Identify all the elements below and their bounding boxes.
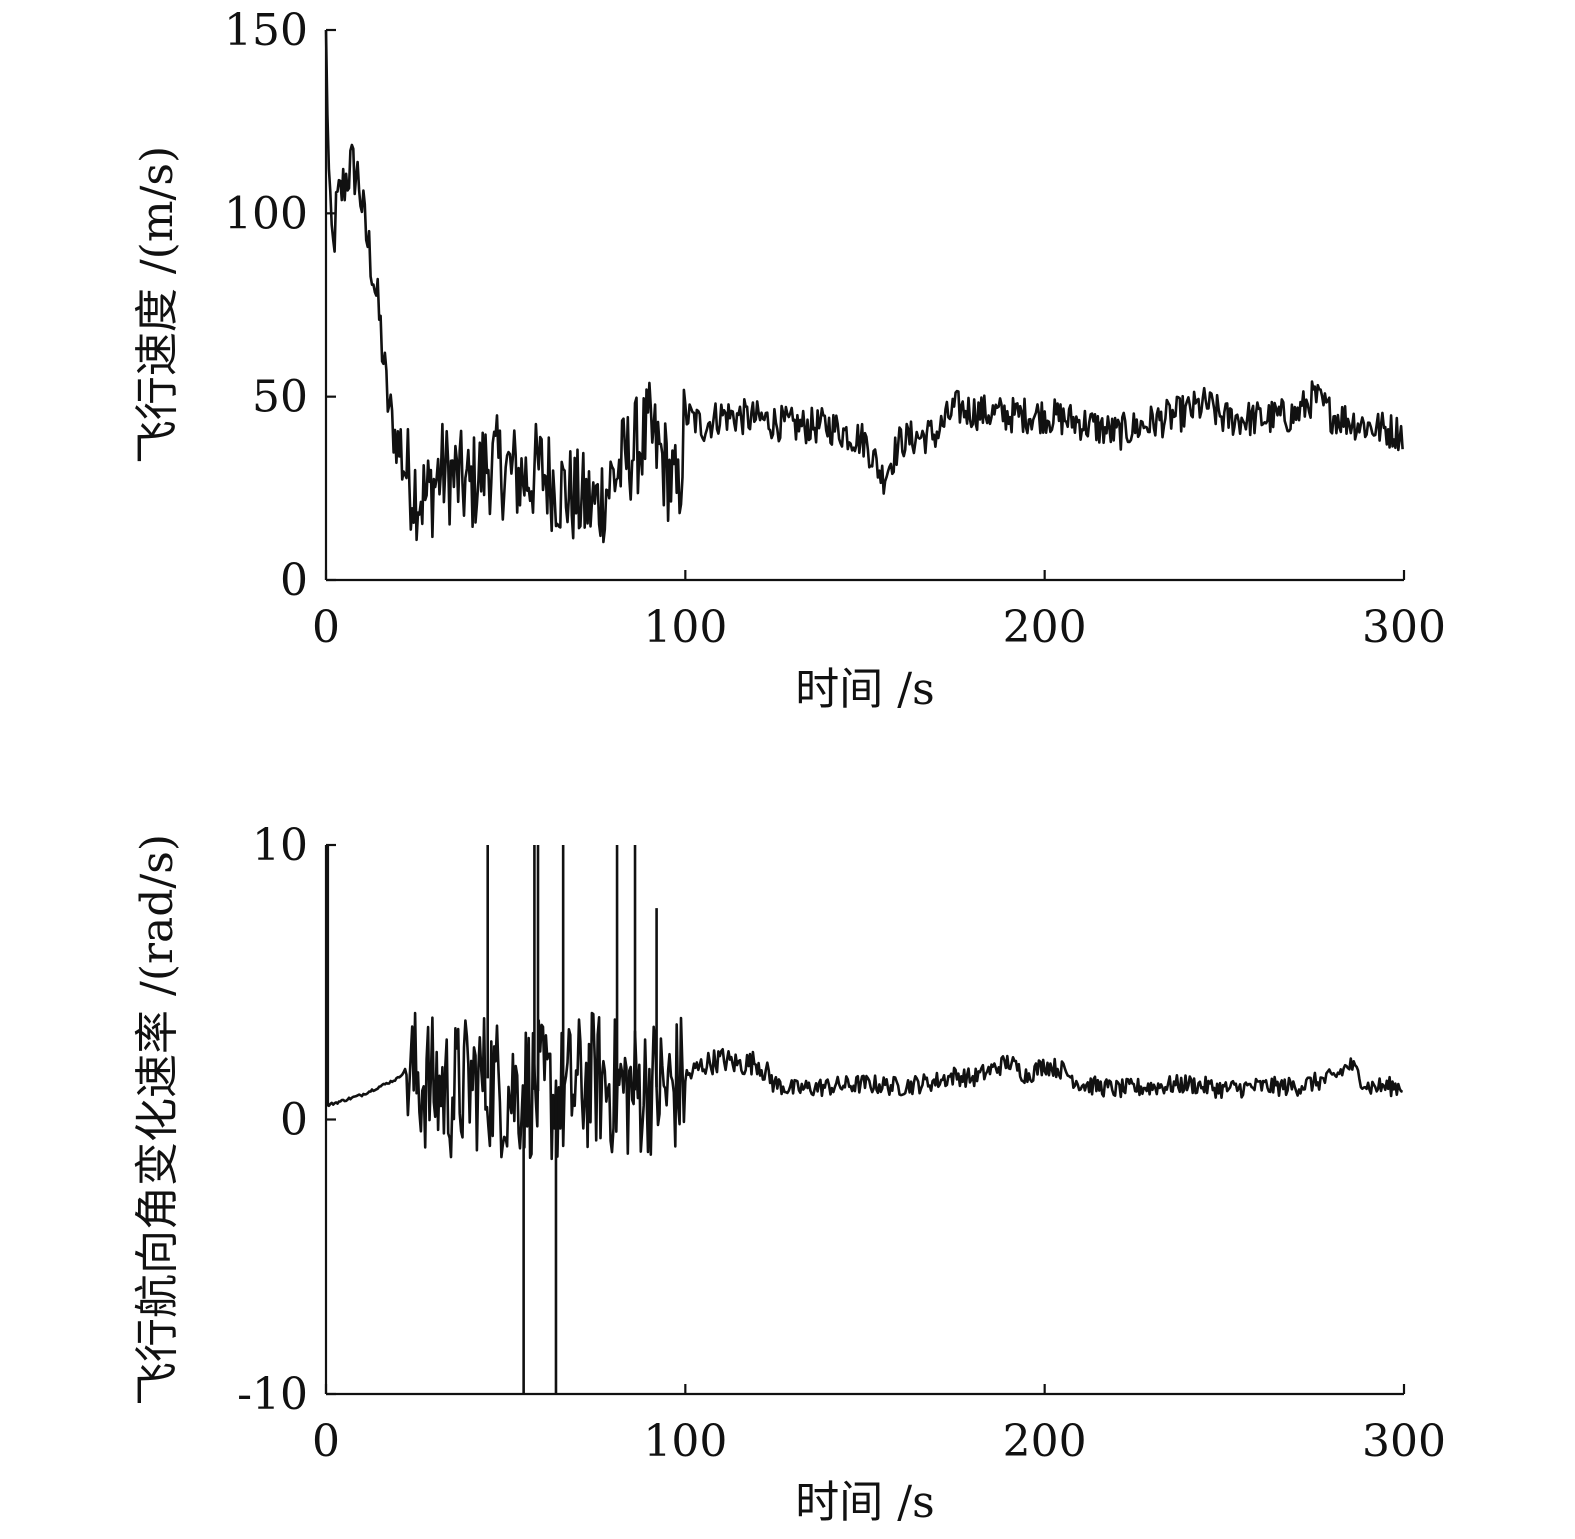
speed-x-tick-label: 300 bbox=[1362, 602, 1446, 653]
speed-chart-axes bbox=[324, 30, 1404, 582]
heading-y-tick-label: 10 bbox=[252, 820, 308, 871]
heading-x-tick-label: 0 bbox=[312, 1416, 340, 1467]
heading-x-tick-label: 200 bbox=[1003, 1416, 1087, 1467]
heading-x-tick-label: 100 bbox=[643, 1416, 727, 1467]
heading-y-tick-label: 0 bbox=[280, 1095, 308, 1146]
speed-ticks bbox=[324, 28, 1406, 582]
speed-series-line bbox=[324, 29, 1404, 544]
speed-tick-labels: 0 100 200 300 0 50 100 150 bbox=[224, 5, 1446, 653]
speed-x-tick-label: 100 bbox=[643, 602, 727, 653]
speed-x-axis-label: 时间 /s bbox=[795, 664, 934, 715]
speed-y-axis-label: 飞行速度 /(m/s) bbox=[132, 146, 183, 464]
speed-y-tick-label: 100 bbox=[224, 188, 308, 239]
heading-rate-spikes bbox=[326, 845, 658, 1394]
speed-y-tick-label: 150 bbox=[224, 5, 308, 56]
speed-y-tick-label: 0 bbox=[280, 555, 308, 606]
speed-x-tick-label: 200 bbox=[1003, 602, 1087, 653]
speed-y-tick-label: 50 bbox=[252, 372, 308, 423]
heading-rate-series-line bbox=[325, 1011, 1404, 1161]
heading-rate-x-axis-label: 时间 /s bbox=[795, 1477, 934, 1528]
heading-y-tick-label: -10 bbox=[237, 1369, 308, 1420]
speed-chart: 0 100 200 300 0 50 100 150 时间 /s 飞行速度 /(m/s) bbox=[132, 5, 1446, 715]
speed-x-tick-label: 0 bbox=[312, 602, 340, 653]
heading-x-tick-label: 300 bbox=[1362, 1416, 1446, 1467]
heading-rate-y-axis-label: 飞行航向角变化速率 /(rad/s) bbox=[132, 834, 183, 1406]
